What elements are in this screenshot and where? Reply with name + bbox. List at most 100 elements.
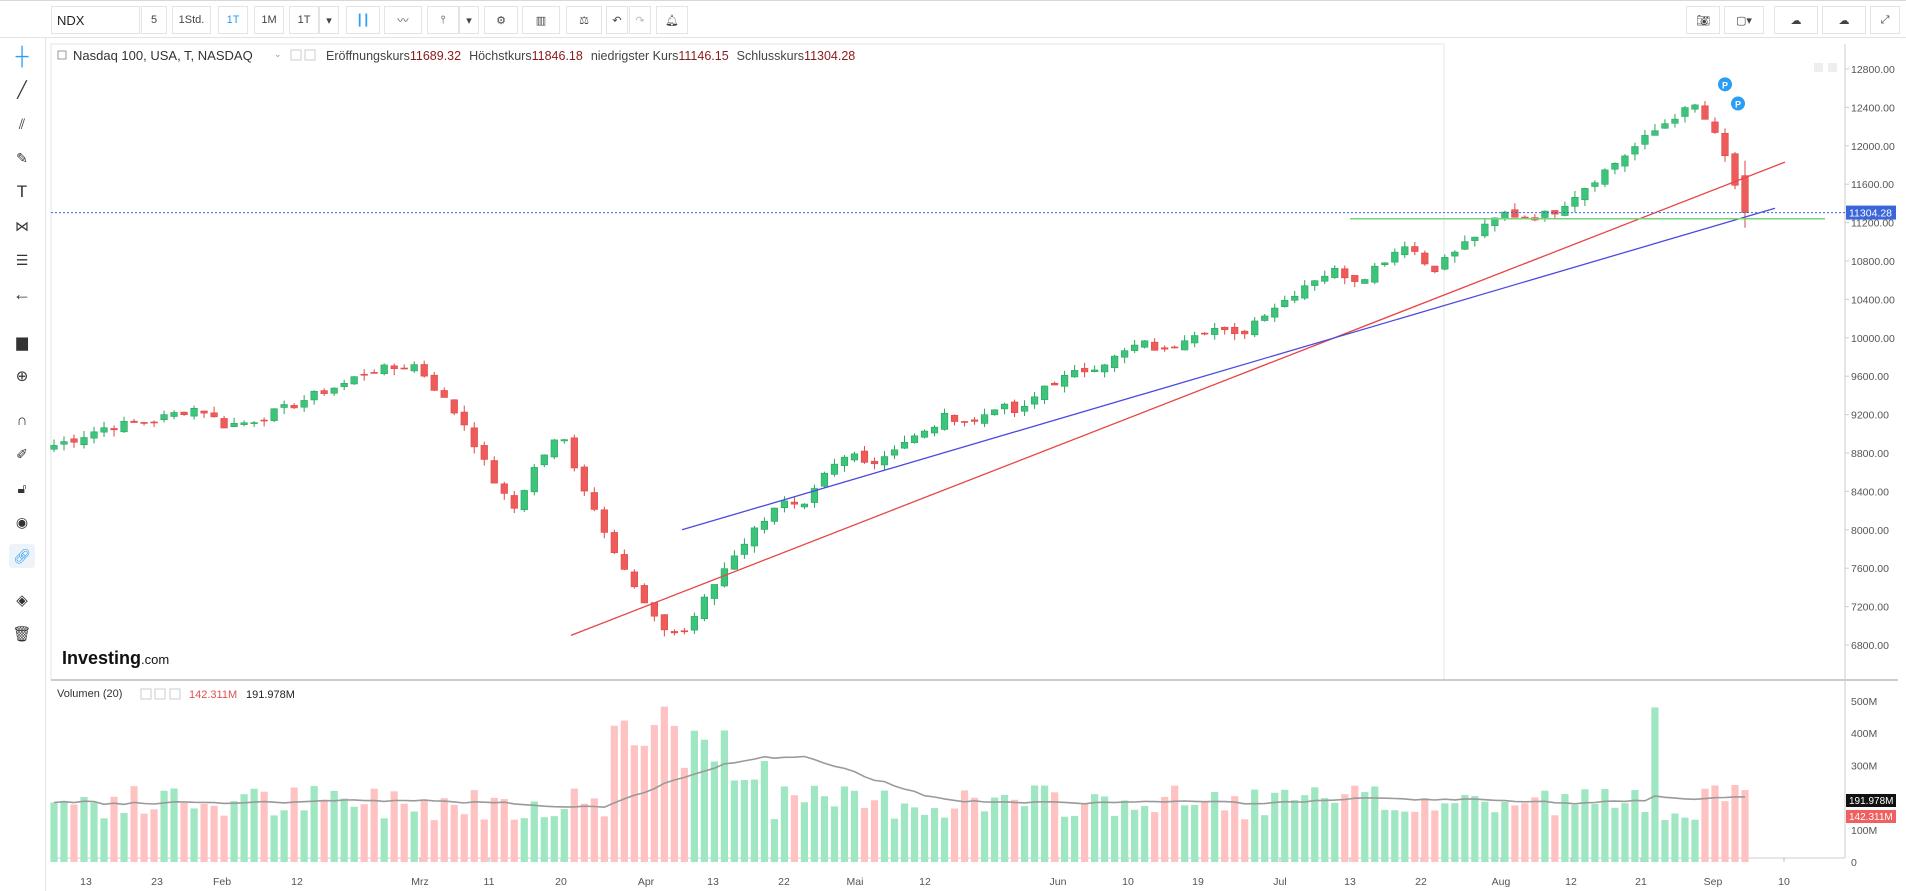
- magnet-icon[interactable]: ∩: [16, 411, 28, 429]
- volume-bar: [1641, 811, 1649, 862]
- volume-settings-icon[interactable]: [140, 688, 152, 700]
- volume-bar: [1431, 810, 1439, 862]
- candles-icon[interactable]: ┃┃: [346, 6, 380, 34]
- top-toolbar: NDX 5 1Std. 1T 1M 1T ▾ ┃┃ 〰 ⫯ ▾ ⚙ ▥ ⚖ ↶ …: [0, 0, 1906, 38]
- pane-up-icon[interactable]: [1814, 63, 1823, 72]
- volume-bar: [1191, 804, 1199, 862]
- candle-body: [300, 400, 308, 408]
- candle-body: [440, 390, 448, 398]
- interval-5[interactable]: 5: [141, 6, 167, 34]
- chart-style-icon[interactable]: ▥: [522, 6, 560, 34]
- candle-body: [1221, 326, 1229, 331]
- volume-moving-average: [53, 755, 1745, 809]
- candle-body: [1581, 188, 1589, 201]
- interval-1d[interactable]: 1T: [218, 6, 248, 34]
- lock-icon[interactable]: 🔓︎: [17, 479, 27, 496]
- fullscreen-icon[interactable]: ⤢: [1870, 6, 1900, 34]
- pane-close-icon[interactable]: [1828, 63, 1837, 72]
- candle-body: [1701, 105, 1709, 120]
- redo-icon[interactable]: ↷: [629, 6, 651, 34]
- link-icon[interactable]: 🔗︎: [9, 544, 35, 568]
- camera-icon[interactable]: 📷︎: [1686, 6, 1720, 34]
- pencil-lock-icon[interactable]: ✐: [16, 445, 28, 462]
- interval-1m[interactable]: 1M: [254, 6, 284, 34]
- volume-bar: [940, 817, 949, 862]
- volume-bar: [1020, 806, 1029, 862]
- candle-body: [620, 554, 628, 570]
- price-pane: [50, 43, 1445, 681]
- volume-bar: [260, 791, 268, 862]
- volume-bar: [190, 808, 198, 862]
- p-markers[interactable]: PP: [1718, 77, 1745, 111]
- legend-dropdown-icon[interactable]: ⌄: [274, 49, 282, 59]
- candle-body: [1241, 330, 1249, 335]
- crosshair-icon[interactable]: ┼: [15, 45, 29, 66]
- candle-body: [510, 495, 518, 509]
- candle-body: [610, 532, 618, 553]
- pattern-icon[interactable]: ⋈: [15, 217, 29, 234]
- volume-bar: [1341, 794, 1349, 862]
- zoom-icon[interactable]: ⊕: [15, 368, 29, 385]
- interval-1t[interactable]: 1T: [289, 6, 319, 34]
- alert-icon[interactable]: 🔔︎: [656, 6, 688, 34]
- undo-icon[interactable]: ↶: [606, 6, 628, 34]
- candle-body: [360, 373, 368, 376]
- trendline-icon[interactable]: ╱: [17, 82, 27, 99]
- time-tick-label: 13: [1344, 876, 1356, 888]
- cloud-load-icon[interactable]: ☁: [1774, 6, 1818, 34]
- balance-icon[interactable]: ⚖: [566, 6, 602, 34]
- candle-body: [1161, 347, 1169, 350]
- volume-bar: [720, 730, 728, 862]
- back-arrow-icon[interactable]: ←: [13, 283, 31, 304]
- indicators-icon[interactable]: ⫯: [427, 6, 459, 34]
- candle-body: [780, 500, 789, 509]
- volume-bar: [230, 801, 238, 862]
- blue-trendline[interactable]: [681, 207, 1776, 531]
- settings-icon[interactable]: ⚙: [484, 6, 518, 34]
- settings-small-icon[interactable]: [290, 49, 302, 61]
- prediction-icon[interactable]: ▆: [16, 334, 28, 351]
- volume-close-icon[interactable]: [169, 688, 181, 700]
- time-axis[interactable]: 13 23 Feb 12 Mrz 11 20 Apr 13 22 Mai 12 Jun 10 19 Jul 13…: [80, 858, 1790, 888]
- interval-1h[interactable]: 1Std.: [172, 6, 211, 34]
- collapse-icon[interactable]: [57, 50, 67, 60]
- candle-body: [890, 449, 899, 456]
- volume-bar: [710, 761, 718, 862]
- symbol-input[interactable]: NDX: [51, 6, 140, 34]
- cloud-save-icon[interactable]: ☁: [1822, 6, 1866, 34]
- eye-icon[interactable]: ◉: [15, 513, 29, 530]
- brush-icon[interactable]: ✎: [16, 149, 28, 166]
- trash-icon[interactable]: 🗑︎: [12, 626, 32, 643]
- volume-eye-icon[interactable]: [154, 688, 166, 700]
- measure-icon[interactable]: ☰: [15, 251, 29, 268]
- volume-bar: [80, 797, 88, 862]
- volume-bar: [900, 803, 909, 862]
- candle-body: [1391, 251, 1399, 263]
- volume-bar: [130, 786, 138, 862]
- volume-axis[interactable]: 0100M200M300M400M500M: [1851, 696, 1877, 869]
- volume-bar: [1531, 797, 1539, 862]
- candle-body: [1511, 209, 1519, 218]
- eye-small-icon[interactable]: [304, 49, 316, 61]
- layout-icon[interactable]: ▢▾: [1724, 6, 1764, 34]
- price-tick-label: 7200.00: [1851, 602, 1889, 614]
- candle-body: [390, 365, 398, 369]
- indicators-dropdown-icon[interactable]: ▾: [459, 6, 479, 34]
- interval-dropdown-icon[interactable]: ▾: [319, 6, 339, 34]
- candle-body: [50, 445, 58, 450]
- volume-bar: [1741, 790, 1749, 862]
- text-icon[interactable]: T: [16, 182, 28, 201]
- layers-icon[interactable]: ◈: [16, 592, 28, 609]
- time-tick-label: 23: [151, 876, 163, 888]
- volume-bar: [1471, 796, 1479, 862]
- candle-body: [230, 423, 238, 427]
- price-axis[interactable]: 6800.00 7200.00 7600.00 8000.00 8400.00 8800.…: [1845, 64, 1895, 652]
- red-trendline[interactable]: [570, 161, 1786, 637]
- volume-bar: [320, 800, 328, 862]
- candle-body: [330, 387, 338, 394]
- volume-bar: [250, 788, 258, 862]
- fib-icon[interactable]: ⫽: [18, 115, 26, 132]
- volume-bar: [1681, 817, 1689, 862]
- compare-icon[interactable]: 〰: [384, 6, 422, 34]
